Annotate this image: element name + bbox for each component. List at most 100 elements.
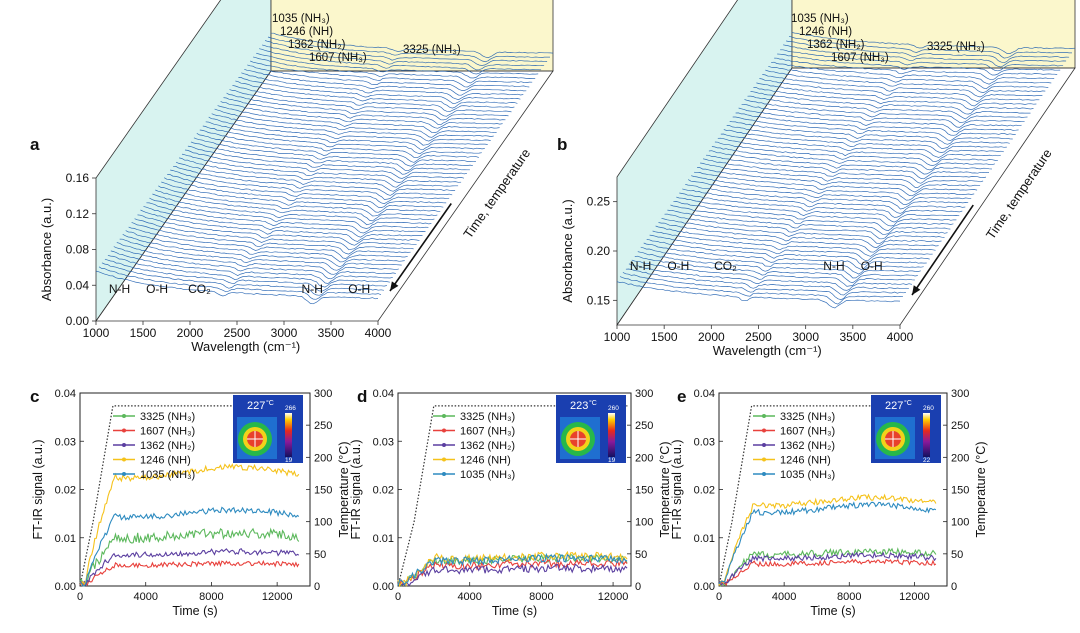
spectrum-trace [217,105,500,133]
depth-axis-label: Time, temperature [983,146,1055,242]
x-tick-label: 2500 [224,326,251,340]
x-tick-label: 1000 [604,330,631,344]
y2-tick-label: 300 [951,388,969,400]
scale-min-label: 19 [285,457,293,464]
x-tick-label: 0 [395,591,401,603]
spectrum-trace [652,230,936,257]
spectrum-trace [155,189,438,222]
spectrum-trace [152,193,435,226]
y-tick-label: 0.01 [373,533,394,545]
y-tick-label: 0.00 [55,581,76,593]
peak-label: 3325 (NH₃) [927,41,985,53]
spectrum-trace [175,161,459,192]
x-axis-label: Time (s) [172,604,217,618]
spectrum-trace [256,52,539,79]
spectrum-trace [643,242,927,271]
band-label: N-H [302,282,323,296]
depth-axis-label: Time, temperature [460,146,533,241]
spectrum-trace [788,35,1072,59]
spectrum-trace [232,84,515,113]
spectrum-trace [259,48,542,75]
y-tick-label: 0.25 [587,195,611,209]
scale-max-label: 260 [608,405,619,412]
legend-label: 1362 (NH₂) [460,440,515,452]
y2-tick-label: 50 [314,549,326,561]
spectrum-trace [628,263,912,291]
y2-tick-label: 250 [951,420,969,432]
spectrum-trace [235,80,518,109]
spectrum-trace [756,82,1040,107]
x-tick-label: 3500 [318,326,345,340]
x-axis-label: Time (s) [810,604,855,618]
scale-min-label: 22 [923,457,931,464]
legend-label: 3325 (NH₃) [780,411,835,423]
y-tick-label: 0.20 [587,244,611,258]
spectrum-trace [161,181,444,213]
spectrum-trace [744,99,1028,123]
panel-letter-c: c [30,387,39,406]
signal-series [397,558,628,586]
peak-label: 1607 (NH₃) [309,52,367,64]
legend-marker [762,428,766,433]
spectrum-trace [723,129,1007,153]
depth-arrow-shaft [911,204,974,296]
legend-marker [442,428,446,433]
x-axis-label: Wavelength (cm⁻¹) [191,339,300,354]
x-tick-label: 12000 [899,591,930,603]
thermal-color-scale [923,413,930,457]
y-tick-label: 0.02 [373,485,394,497]
spectrum-trace [658,222,942,249]
peak-label: 3325 (NH₃) [403,44,461,56]
y2-tick-label: 200 [951,452,969,464]
spectrum-trace [688,179,972,205]
legend-marker [122,472,126,476]
legend-label: 1607 (NH₃) [780,426,835,438]
spectrum-trace [777,53,1061,76]
spectrum-trace [780,49,1064,72]
peak-label: 1607 (NH₃) [831,52,889,64]
spectrum-trace [634,255,918,284]
spectrum-trace [685,183,969,210]
spectrum-trace [759,78,1043,102]
legend-label: 1246 (NH) [140,455,191,467]
y-tick-label: 0.15 [587,293,611,307]
depth-arrow-shaft [389,203,452,292]
y-tick-label: 0.03 [694,436,715,448]
x-axis-label: Wavelength (cm⁻¹) [713,343,822,358]
x-tick-label: 4000 [772,591,796,603]
y-tick-label: 0.16 [66,171,90,185]
legend-marker [442,472,446,476]
y-tick-label: 0.08 [66,243,90,257]
spectrum-trace [173,165,456,196]
y-tick-label: 0.03 [373,436,394,448]
spectrum-trace [137,214,420,246]
spectrum-trace [720,133,1004,158]
temp-readout-unit: °C [266,399,274,407]
spectrum-trace [187,145,470,175]
spectrum-trace [762,74,1046,98]
spectrum-trace [673,201,957,227]
timeseries-chart-d: 0 4000 8000 12000 Time (s) 0.00 0.01 0.02 0.03 0.… [349,388,672,618]
spectrum-trace [783,44,1067,68]
x-tick-label: 3000 [792,330,819,344]
y-tick-label: 0.00 [694,581,715,593]
legend-marker [762,457,766,462]
spectrum-trace [694,171,978,197]
spectrum-trace [128,226,411,259]
spectrum-trace [691,175,975,201]
spectrum-trace [241,72,524,101]
spectrum-trace [223,97,506,126]
spectrum-trace [170,169,453,200]
spectrum-trace [193,137,476,167]
legend-marker [122,414,126,418]
scale-min-label: 19 [608,457,616,464]
x-tick-label: 1000 [83,326,110,340]
y2-axis-label: Temperature (°C) [658,442,672,538]
signal-series [397,563,628,587]
legend-marker [122,443,126,447]
temp-readout-unit: °C [589,399,597,407]
y2-tick-label: 0 [314,581,320,593]
signal-series [79,527,300,586]
band-label: O-H [667,259,689,273]
y2-tick-label: 100 [314,517,332,529]
